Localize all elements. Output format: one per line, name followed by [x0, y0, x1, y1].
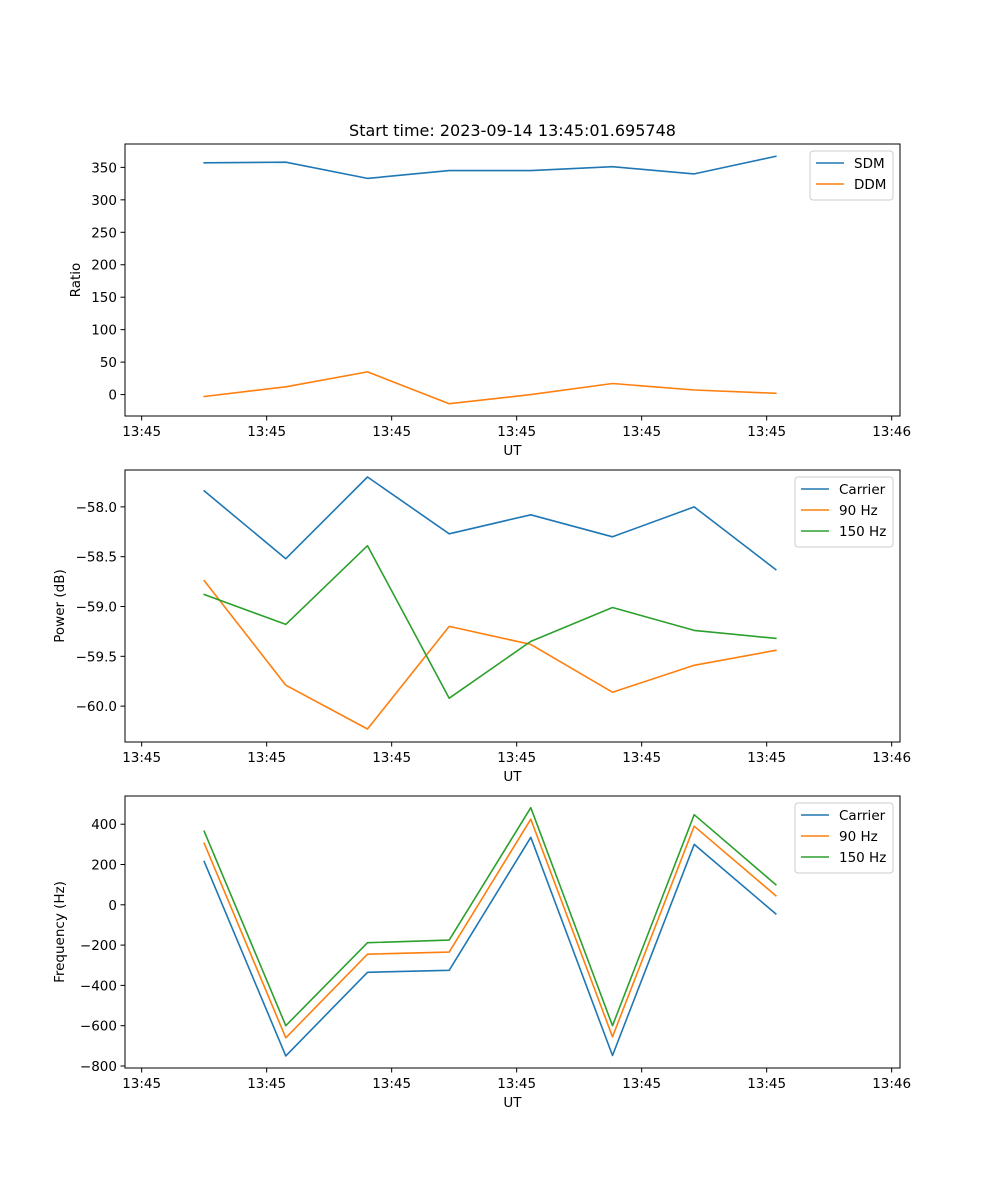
x-tick-label: 13:45 — [622, 750, 661, 766]
series-line-90-hz — [203, 579, 777, 730]
x-tick-label: 13:45 — [497, 424, 536, 440]
legend: Carrier 90 Hz 150 Hz — [794, 476, 894, 548]
plot-frame — [124, 469, 901, 743]
x-tick-label: 13:45 — [122, 1076, 161, 1092]
x-tick-label: 13:45 — [622, 1076, 661, 1092]
series-line-carrier — [203, 836, 777, 1057]
x-tick-label: 13:45 — [747, 1076, 786, 1092]
y-tick-label: −59.0 — [76, 599, 117, 615]
legend-label: 90 Hz — [839, 503, 878, 519]
x-tick-label: 13:45 — [372, 424, 411, 440]
x-axis-label: UT — [503, 443, 522, 459]
x-axis-label: UT — [503, 769, 522, 785]
y-axis-label: Ratio — [68, 263, 84, 298]
plot-frame — [124, 795, 901, 1069]
x-tick-label: 13:45 — [747, 424, 786, 440]
legend-label: 150 Hz — [839, 850, 886, 866]
x-axis-label: UT — [503, 1095, 522, 1111]
x-tick-label: 13:45 — [247, 1076, 286, 1092]
x-tick-label: 13:45 — [497, 1076, 536, 1092]
series-line-ddm — [203, 371, 777, 405]
x-tick-label: 13:45 — [497, 750, 536, 766]
series-line-90-hz — [203, 818, 777, 1039]
y-tick-label: −59.5 — [76, 649, 117, 665]
y-tick-label: 200 — [91, 258, 117, 274]
y-tick-label: −200 — [80, 938, 117, 954]
legend-frame — [794, 476, 894, 548]
y-tick-label: −400 — [80, 978, 117, 994]
y-tick-label: 350 — [91, 160, 117, 176]
x-tick-label: 13:46 — [872, 750, 911, 766]
x-tick-label: 13:45 — [247, 424, 286, 440]
series-line-150-hz — [203, 806, 777, 1027]
y-tick-label: 400 — [91, 817, 117, 833]
y-tick-label: 100 — [91, 323, 117, 339]
x-tick-label: 13:45 — [122, 424, 161, 440]
legend: Carrier 90 Hz 150 Hz — [794, 802, 894, 874]
x-tick-label: 13:45 — [622, 424, 661, 440]
legend-label: SDM — [854, 156, 885, 172]
legend-label: Carrier — [839, 808, 886, 824]
chart-3: 13:45 13:45 13:45 13:45 13:45 13:45 13:46 −800 −… — [52, 795, 911, 1111]
x-tick-label: 13:45 — [372, 750, 411, 766]
legend-label: 90 Hz — [839, 829, 878, 845]
legend-label: Carrier — [839, 482, 886, 498]
legend-label: DDM — [854, 177, 886, 193]
y-tick-label: 250 — [91, 225, 117, 241]
y-tick-label: 200 — [91, 858, 117, 874]
y-tick-label: −800 — [80, 1059, 117, 1075]
y-axis-label: Frequency (Hz) — [52, 881, 68, 983]
series-line-150-hz — [203, 544, 777, 700]
series-line-carrier — [203, 476, 777, 571]
chart-title: Start time: 2023-09-14 13:45:01.695748 — [349, 121, 676, 140]
x-tick-label: 13:45 — [372, 1076, 411, 1092]
x-tick-label: 13:45 — [747, 750, 786, 766]
y-tick-label: −60.0 — [76, 699, 117, 715]
y-tick-label: 50 — [100, 355, 117, 371]
legend-frame — [794, 802, 894, 874]
y-tick-label: 0 — [108, 898, 117, 914]
y-axis-label: Power (dB) — [52, 569, 68, 642]
y-tick-label: −600 — [80, 1019, 117, 1035]
chart-1: 13:45 13:45 13:45 13:45 13:45 13:45 13:46 0 50 10… — [68, 121, 911, 459]
legend-label: 150 Hz — [839, 524, 886, 540]
plot-frame — [124, 143, 901, 417]
x-tick-label: 13:45 — [122, 750, 161, 766]
y-tick-label: −58.0 — [76, 500, 117, 516]
y-tick-label: −58.5 — [76, 550, 117, 566]
y-tick-label: 150 — [91, 290, 117, 306]
x-tick-label: 13:45 — [247, 750, 286, 766]
series-line-sdm — [203, 155, 777, 180]
x-tick-label: 13:46 — [872, 424, 911, 440]
x-tick-label: 13:46 — [872, 1076, 911, 1092]
y-tick-label: 300 — [91, 193, 117, 209]
y-tick-label: 0 — [108, 388, 117, 404]
chart-2: 13:45 13:45 13:45 13:45 13:45 13:45 13:46 −60.0… — [52, 469, 911, 785]
legend: SDM DDM — [809, 150, 894, 201]
